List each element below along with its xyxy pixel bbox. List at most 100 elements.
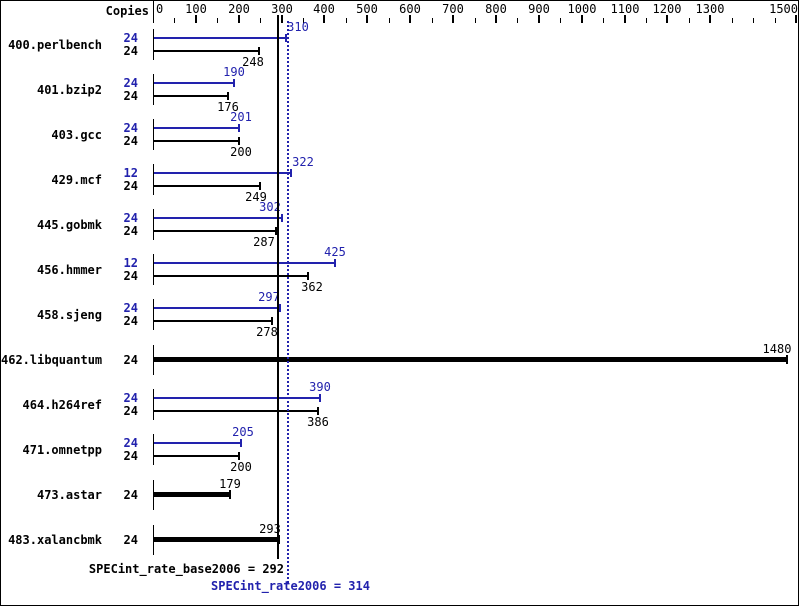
bar-base: [154, 230, 276, 232]
benchmark-label: 458.sjeng: [36, 308, 102, 322]
benchmark-label: 403.gcc: [51, 128, 102, 142]
group-axis-segment: [153, 74, 154, 105]
copies-value: 24: [123, 488, 138, 502]
bar-value-label: 278: [256, 325, 278, 339]
y-axis-origin-line: [153, 1, 154, 23]
bar-peak: [154, 397, 320, 399]
copies-value: 24: [123, 314, 138, 328]
copies-value: 24: [123, 211, 138, 225]
benchmark-label: 462.libquantum: [1, 353, 103, 367]
x-axis-minor-tick: [174, 18, 175, 23]
bar-base: [154, 410, 318, 412]
bar-end-cap: [271, 317, 273, 325]
benchmark-label: 464.h264ref: [22, 398, 102, 412]
copies-value: 24: [123, 269, 138, 283]
group-axis-segment: [153, 164, 154, 195]
bar-value-label: 1480: [762, 342, 792, 356]
x-axis-tick-label: 1200: [652, 2, 682, 16]
bar-value-label: 248: [242, 55, 264, 69]
bar-end-cap: [240, 439, 242, 447]
x-axis-minor-tick: [432, 18, 433, 23]
bar-end-cap: [290, 169, 292, 177]
copies-value: 24: [123, 31, 138, 45]
bar-value-label: 390: [309, 380, 331, 394]
copies-value: 12: [123, 256, 138, 270]
peak-mean-result-label: SPECint_rate2006 = 314: [211, 579, 370, 593]
x-axis-tick-label: 200: [228, 2, 250, 16]
bar-base: [154, 320, 272, 322]
copies-value: 24: [123, 404, 138, 418]
x-axis-major-tick: [323, 15, 325, 23]
copies-value: 24: [123, 121, 138, 135]
bar-end-cap: [275, 227, 277, 235]
base-mean-result-label: SPECint_rate_base2006 = 292: [88, 562, 284, 576]
x-axis-minor-tick: [475, 18, 476, 23]
group-axis-segment: [153, 254, 154, 285]
bar-value-label: 297: [258, 290, 280, 304]
bar-base: [154, 95, 228, 97]
x-axis-tick-label: 300: [271, 2, 293, 16]
benchmark-label: 429.mcf: [51, 173, 102, 187]
x-axis-major-tick: [795, 15, 797, 23]
bar-end-cap: [258, 47, 260, 55]
x-axis-minor-tick: [560, 18, 561, 23]
x-axis-tick-label: 700: [442, 2, 464, 16]
group-axis-segment: [153, 29, 154, 60]
x-axis-tick-label: 0: [156, 2, 164, 16]
bar-single: [154, 357, 787, 362]
bar-peak: [154, 307, 280, 309]
copies-value: 24: [123, 533, 138, 547]
x-axis-tick-label: 500: [356, 2, 378, 16]
group-axis-segment: [153, 389, 154, 420]
copies-column-header: Copies: [105, 4, 149, 18]
x-axis-major-tick: [581, 15, 583, 23]
bar-single: [154, 537, 279, 542]
bar-end-cap: [233, 79, 235, 87]
peak-mean-line-dotted: [287, 21, 289, 584]
bar-value-label: 249: [245, 190, 267, 204]
bar-peak: [154, 82, 234, 84]
bar-value-label: 176: [217, 100, 239, 114]
bar-end-cap: [281, 214, 283, 222]
benchmark-label: 456.hmmer: [36, 263, 102, 277]
x-axis-minor-tick: [389, 18, 390, 23]
x-axis-major-tick: [238, 15, 240, 23]
bar-end-cap: [229, 490, 231, 499]
copies-value: 24: [123, 449, 138, 463]
copies-value: 24: [123, 301, 138, 315]
bar-peak: [154, 217, 282, 219]
x-axis-tick-label: 800: [485, 2, 507, 16]
x-axis-major-tick: [452, 15, 454, 23]
x-axis-major-tick: [195, 15, 197, 23]
bar-value-label: 190: [223, 65, 245, 79]
bar-peak: [154, 37, 286, 39]
bar-value-label: 302: [259, 200, 281, 214]
x-axis-major-tick: [538, 15, 540, 23]
bar-base: [154, 455, 239, 457]
x-axis-tick-label: 1000: [567, 2, 597, 16]
group-axis-segment: [153, 525, 154, 555]
benchmark-label: 401.bzip2: [36, 83, 102, 97]
bar-end-cap: [307, 272, 309, 280]
x-axis-tick-label: 600: [399, 2, 421, 16]
bar-base: [154, 185, 260, 187]
group-axis-segment: [153, 480, 154, 510]
x-axis-major-tick: [366, 15, 368, 23]
x-axis-minor-tick: [603, 18, 604, 23]
bar-peak: [154, 262, 335, 264]
bar-base: [154, 140, 239, 142]
x-axis-tick-label: 1100: [610, 2, 640, 16]
bar-end-cap: [319, 394, 321, 402]
bar-peak: [154, 127, 239, 129]
x-axis-tick-label: 1500: [769, 2, 798, 16]
bar-value-label: 362: [301, 280, 323, 294]
copies-value: 24: [123, 134, 138, 148]
bar-peak: [154, 442, 241, 444]
bar-value-label: 310: [287, 20, 309, 34]
x-axis-major-tick: [495, 15, 497, 23]
group-axis-segment: [153, 119, 154, 150]
copies-value: 24: [123, 436, 138, 450]
bar-end-cap: [238, 124, 240, 132]
copies-value: 24: [123, 391, 138, 405]
